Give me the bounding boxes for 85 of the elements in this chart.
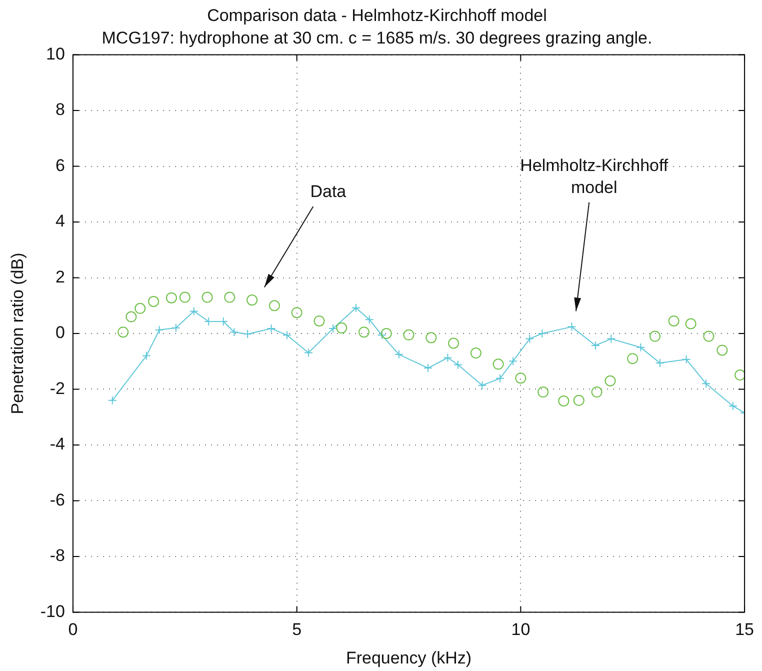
point: [291, 307, 302, 318]
point: [655, 358, 664, 368]
point: [246, 294, 258, 306]
point: [525, 334, 534, 344]
chart-title: Comparison data - Helmhotz-Kirchhoff model: [207, 6, 547, 25]
point: [142, 351, 151, 360]
point: [377, 330, 386, 340]
point: [268, 300, 280, 312]
point: [282, 330, 292, 340]
y-tick-label: -2: [50, 378, 65, 398]
point: [668, 315, 680, 326]
point: [734, 370, 745, 381]
point: [364, 315, 374, 324]
point: [685, 318, 696, 330]
y-tick-label: -6: [50, 490, 65, 510]
point: [243, 330, 252, 339]
y-tick-label: -10: [40, 602, 65, 621]
y-tick-label: 0: [56, 323, 65, 342]
y-tick-label: -4: [50, 434, 65, 454]
point: [470, 348, 482, 359]
point: [380, 328, 392, 339]
point: [591, 386, 602, 398]
point: [394, 350, 404, 359]
point: [703, 330, 714, 342]
point: [636, 342, 646, 352]
point: [426, 332, 437, 344]
point: [454, 360, 463, 370]
point: [478, 380, 487, 390]
point: [573, 394, 584, 406]
point: [134, 302, 146, 314]
point: [590, 340, 600, 350]
point: [108, 396, 117, 405]
point: [558, 395, 570, 406]
point: [126, 311, 137, 322]
annotation: Data: [310, 182, 347, 202]
x-tick-label: 5: [292, 620, 302, 640]
point: [538, 386, 549, 398]
y-tick-label: 8: [56, 100, 65, 120]
y-axis-title: Penetration ratio (dB): [8, 252, 27, 414]
point: [716, 344, 728, 356]
y-tick-label: 6: [56, 156, 65, 175]
x-tick-label: 15: [735, 620, 754, 640]
point: [304, 348, 313, 358]
point: [358, 326, 370, 338]
point: [403, 329, 414, 340]
point: [148, 296, 160, 307]
point: [443, 353, 452, 362]
point: [266, 324, 276, 333]
point: [448, 338, 460, 349]
point: [682, 354, 691, 364]
point: [650, 330, 660, 342]
y-tick-label: -8: [50, 546, 65, 566]
x-tick-label: 10: [511, 620, 530, 640]
y-tick-label: 2: [56, 267, 65, 286]
point: [508, 356, 518, 366]
point: [154, 325, 164, 334]
point: [606, 334, 616, 344]
point: [492, 358, 504, 370]
chart-subtitle: MCG197: hydrophone at 30 cm. c = 1685 m/s. 30 degrees grazing angle.: [102, 28, 652, 48]
point: [224, 292, 236, 303]
point: [328, 324, 338, 333]
point: [118, 326, 129, 338]
point: [171, 323, 180, 332]
point: [702, 379, 711, 388]
point: [230, 328, 239, 337]
point: [189, 306, 198, 316]
point: [424, 364, 433, 373]
point: [202, 292, 213, 303]
point: [314, 315, 325, 326]
point: [627, 353, 638, 364]
point: [567, 322, 576, 332]
point: [336, 322, 348, 334]
point: [351, 303, 360, 312]
x-tick-label: 0: [68, 620, 78, 640]
point: [496, 374, 505, 383]
point: [179, 292, 190, 303]
point: [538, 329, 547, 338]
point: [515, 372, 526, 384]
point: [728, 401, 738, 410]
annotation: Helmholtz-Kirchhoff model: [520, 156, 668, 197]
x-axis-title: Frequency (kHz): [346, 648, 472, 668]
y-tick-label: 4: [56, 212, 65, 231]
point: [604, 375, 616, 386]
y-tick-label: 10: [46, 44, 65, 64]
point: [166, 292, 177, 304]
